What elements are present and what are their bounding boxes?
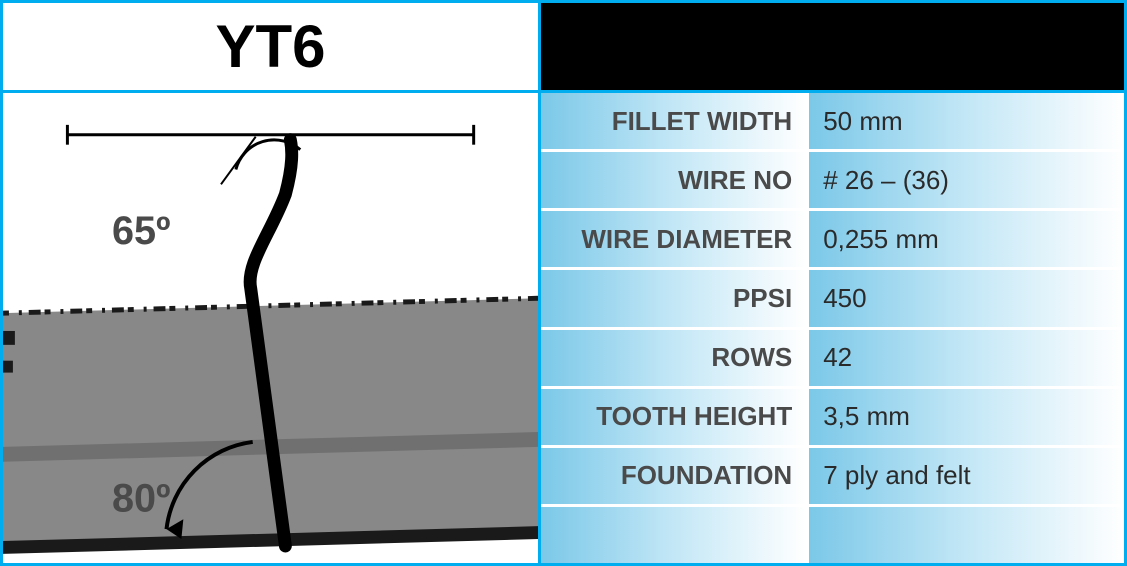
spec-value: 50 mm: [809, 93, 1124, 149]
header-black: [541, 3, 1124, 90]
spec-label: PPSI: [541, 270, 809, 326]
angle-top-label: 65º: [112, 209, 171, 253]
spec-row: [541, 507, 1124, 563]
spec-label: WIRE NO: [541, 152, 809, 208]
spec-label: FOUNDATION: [541, 448, 809, 504]
spec-value: 0,255 mm: [809, 211, 1124, 267]
spec-row: PPSI450: [541, 270, 1124, 329]
spec-row: FOUNDATION7 ply and felt: [541, 448, 1124, 507]
spec-row: TOOTH HEIGHT3,5 mm: [541, 389, 1124, 448]
spec-value: 450: [809, 270, 1124, 326]
spec-value: 42: [809, 330, 1124, 386]
spec-row: WIRE DIAMETER0,255 mm: [541, 211, 1124, 270]
spec-row: WIRE NO# 26 – (36): [541, 152, 1124, 211]
diagram-cell: 65º 80º: [3, 93, 541, 563]
spec-value: [809, 507, 1124, 563]
spec-value: 7 ply and felt: [809, 448, 1124, 504]
product-title: YT6: [216, 12, 326, 81]
spec-row: ROWS42: [541, 330, 1124, 389]
spec-label: FILLET WIDTH: [541, 93, 809, 149]
edge-nub: [3, 331, 15, 345]
spec-card: YT6: [0, 0, 1127, 566]
tooth-diagram: 65º 80º: [3, 93, 538, 563]
spec-label: ROWS: [541, 330, 809, 386]
spec-value: # 26 – (36): [809, 152, 1124, 208]
spec-label: TOOTH HEIGHT: [541, 389, 809, 445]
spec-table: FILLET WIDTH50 mmWIRE NO# 26 – (36)WIRE …: [541, 93, 1124, 563]
title-cell: YT6: [3, 3, 541, 90]
angle-bottom-label: 80º: [112, 476, 171, 520]
angle-ref: [221, 137, 256, 185]
spec-label: WIRE DIAMETER: [541, 211, 809, 267]
edge-nub: [3, 361, 13, 373]
spec-row: FILLET WIDTH50 mm: [541, 93, 1124, 152]
spec-value: 3,5 mm: [809, 389, 1124, 445]
content-row: 65º 80º FILLET WIDTH50 mmWIRE NO# 26 – (…: [3, 93, 1124, 563]
spec-label: [541, 507, 809, 563]
header-row: YT6: [3, 3, 1124, 93]
